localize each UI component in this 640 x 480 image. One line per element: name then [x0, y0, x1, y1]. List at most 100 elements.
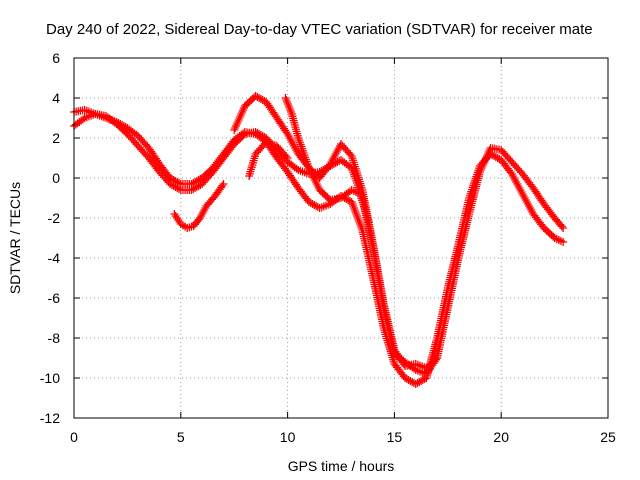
data-point — [352, 210, 361, 218]
x-tick-label: 5 — [177, 429, 185, 445]
data-point — [351, 208, 360, 216]
data-point — [283, 154, 292, 162]
x-tick-label: 15 — [387, 429, 403, 445]
data-point — [354, 216, 363, 224]
data-point — [118, 121, 127, 129]
data-point — [310, 201, 319, 209]
data-point — [114, 119, 123, 127]
data-point — [418, 376, 427, 384]
data-point — [411, 380, 420, 388]
data-point — [234, 116, 243, 124]
data-point — [286, 106, 295, 114]
data-point — [219, 180, 228, 188]
data-point — [402, 375, 411, 383]
data-point — [232, 120, 241, 128]
y-tick-label: 4 — [52, 90, 60, 106]
data-point — [312, 180, 321, 188]
data-point — [194, 176, 203, 184]
data-point — [490, 152, 499, 160]
data-point — [283, 98, 292, 106]
y-tick-label: -10 — [40, 370, 60, 386]
data-point — [413, 379, 422, 387]
data-point — [349, 204, 358, 212]
data-point — [237, 110, 246, 118]
data-point — [282, 96, 291, 104]
data-point — [235, 114, 244, 122]
data-point — [119, 122, 128, 130]
data-point — [486, 150, 495, 158]
data-point — [189, 179, 198, 187]
data-point — [306, 199, 315, 207]
plot-border — [73, 57, 609, 419]
data-point — [349, 202, 358, 210]
data-point — [417, 377, 426, 385]
data-point — [173, 178, 182, 186]
data-point — [253, 93, 262, 101]
data-point — [308, 172, 317, 180]
data-point — [281, 94, 290, 102]
data-point — [353, 212, 362, 220]
data-point — [559, 224, 568, 232]
data-point — [557, 222, 566, 231]
data-point — [348, 200, 357, 208]
y-tick-label: -8 — [48, 330, 61, 346]
x-tick-label: 0 — [70, 429, 78, 445]
data-point — [233, 118, 242, 126]
y-tick-label: -6 — [48, 290, 61, 306]
x-axis-label: GPS time / hours — [288, 458, 395, 474]
data-point — [287, 108, 296, 116]
data-point — [239, 106, 248, 114]
data-point — [364, 218, 373, 226]
data-point — [357, 224, 366, 232]
data-point — [308, 200, 317, 208]
data-point — [307, 170, 316, 178]
series-arc-5 — [245, 138, 292, 180]
data-point — [488, 151, 497, 159]
data-point — [230, 126, 239, 134]
data-point — [306, 168, 315, 176]
y-tick-label: 0 — [52, 170, 60, 186]
series-arc-4 — [281, 94, 373, 226]
data-point — [304, 198, 313, 206]
x-tick-label: 10 — [280, 429, 296, 445]
data-point — [236, 112, 245, 120]
data-point — [347, 198, 356, 206]
data-point — [559, 238, 568, 246]
data-point — [310, 176, 319, 184]
data-point — [311, 178, 320, 186]
grid — [74, 58, 608, 418]
data-point — [284, 102, 293, 110]
data-point — [112, 118, 121, 126]
data-point — [305, 166, 314, 174]
data-point — [491, 153, 500, 161]
x-tick-label: 20 — [493, 429, 509, 445]
chart-title: Day 240 of 2022, Sidereal Day-to-day VTE… — [46, 21, 593, 38]
data-point — [218, 181, 227, 190]
y-tick-label: -2 — [48, 210, 61, 226]
data-point — [192, 177, 201, 185]
data-point — [304, 164, 313, 172]
y-tick-label: -4 — [48, 250, 61, 266]
data-point — [175, 218, 184, 226]
data-point — [258, 96, 267, 104]
y-tick-label: 2 — [52, 130, 60, 146]
data-point — [433, 354, 442, 362]
data-point — [255, 94, 264, 102]
data-points — [70, 92, 568, 388]
data-point — [353, 214, 362, 222]
data-point — [404, 376, 413, 384]
data-point — [116, 120, 125, 128]
data-point — [285, 104, 294, 112]
data-point — [231, 124, 240, 132]
data-point — [399, 360, 408, 369]
data-point — [415, 378, 424, 386]
data-point — [166, 174, 175, 182]
data-point — [408, 378, 417, 386]
data-point — [350, 206, 359, 214]
data-point — [356, 222, 365, 230]
series-arc-6 — [170, 180, 228, 232]
data-point — [355, 218, 364, 226]
data-point — [283, 100, 292, 108]
y-tick-label: -12 — [40, 410, 60, 426]
data-point — [406, 377, 415, 385]
